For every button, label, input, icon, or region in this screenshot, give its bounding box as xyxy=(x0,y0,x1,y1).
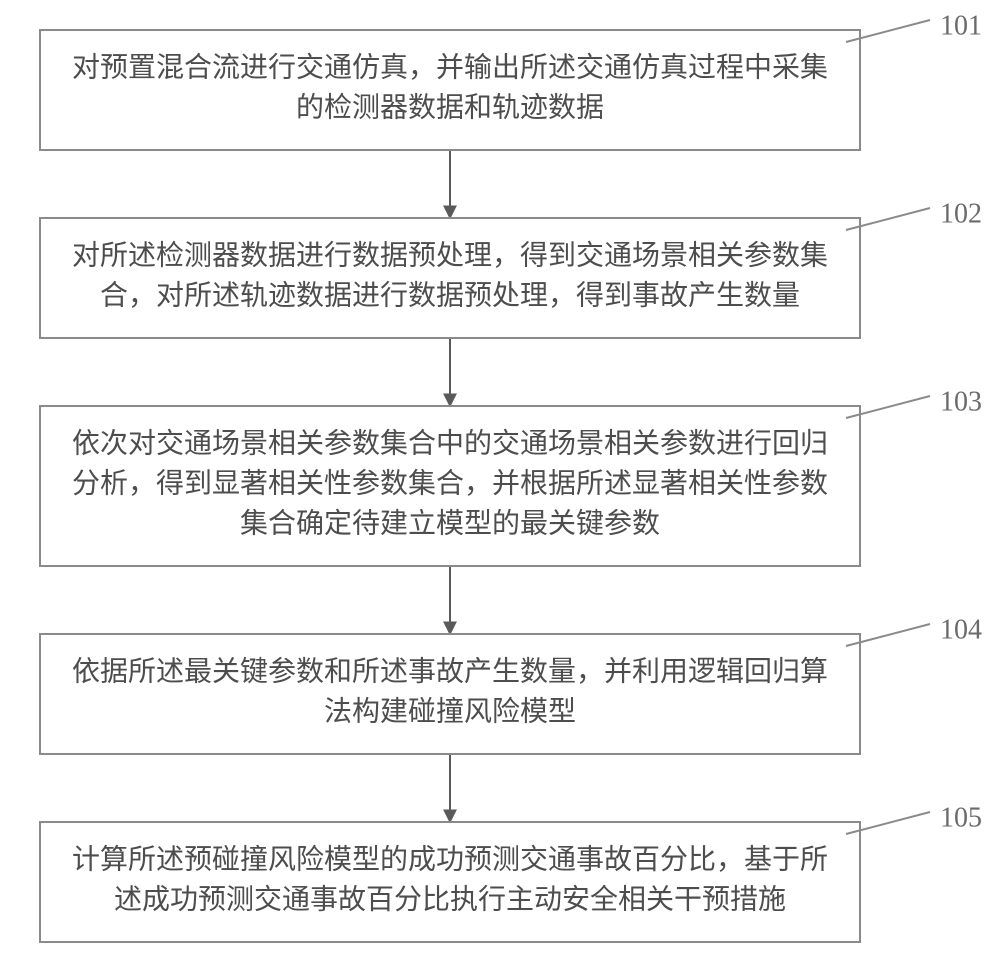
step-box xyxy=(40,218,860,338)
step-104: 依据所述最关键参数和所述事故产生数量，并利用逻辑回归算法构建碰撞风险模型 104 xyxy=(40,614,982,754)
step-number-label: 103 xyxy=(940,386,982,417)
step-text-line: 的检测器数据和轨迹数据 xyxy=(296,91,604,123)
step-text-line: 集合确定待建立模型的最关键参数 xyxy=(240,507,660,539)
step-text-line: 分析，得到显著相关性参数集合，并根据所述显著相关性参数 xyxy=(72,467,828,499)
step-text-line: 对预置混合流进行交通仿真，并输出所述交通仿真过程中采集 xyxy=(72,51,828,83)
step-number-label: 102 xyxy=(940,198,982,229)
step-text-line: 法构建碰撞风险模型 xyxy=(324,695,576,727)
step-103: 依次对交通场景相关参数集合中的交通场景相关参数进行回归分析，得到显著相关性参数集… xyxy=(40,386,982,566)
step-box xyxy=(40,634,860,754)
step-text-line: 计算所述预碰撞风险模型的成功预测交通事故百分比，基于所 xyxy=(72,843,828,875)
flowchart-canvas: 对预置混合流进行交通仿真，并输出所述交通仿真过程中采集的检测器数据和轨迹数据 10… xyxy=(0,0,1000,968)
step-text-line: 合，对所述轨迹数据进行数据预处理，得到事故产生数量 xyxy=(100,279,800,311)
step-box xyxy=(40,30,860,150)
step-text-line: 对所述检测器数据进行数据预处理，得到交通场景相关参数集 xyxy=(72,239,828,271)
step-text-line: 依据所述最关键参数和所述事故产生数量，并利用逻辑回归算 xyxy=(72,655,828,687)
step-105: 计算所述预碰撞风险模型的成功预测交通事故百分比，基于所述成功预测交通事故百分比执… xyxy=(40,802,982,942)
step-101: 对预置混合流进行交通仿真，并输出所述交通仿真过程中采集的检测器数据和轨迹数据 10… xyxy=(40,10,982,150)
step-box xyxy=(40,822,860,942)
step-102: 对所述检测器数据进行数据预处理，得到交通场景相关参数集合，对所述轨迹数据进行数据… xyxy=(40,198,982,338)
step-number-label: 104 xyxy=(940,614,982,645)
step-number-label: 101 xyxy=(940,10,982,41)
step-text-line: 述成功预测交通事故百分比执行主动安全相关干预措施 xyxy=(114,883,786,915)
step-number-label: 105 xyxy=(940,802,982,833)
step-text-line: 依次对交通场景相关参数集合中的交通场景相关参数进行回归 xyxy=(72,427,828,459)
